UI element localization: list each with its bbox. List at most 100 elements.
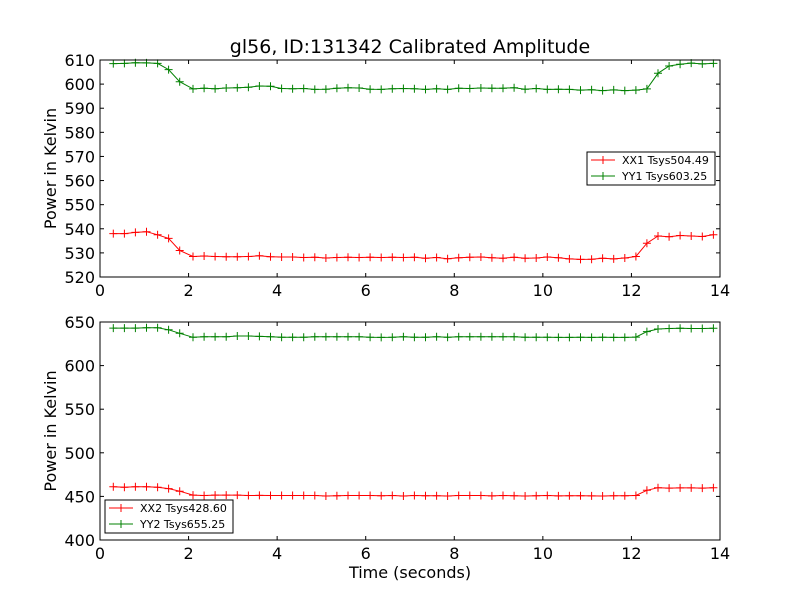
data-point — [432, 332, 441, 341]
data-point — [421, 491, 430, 500]
y-tick-label: 550 — [64, 400, 95, 419]
data-point — [432, 491, 441, 500]
data-point — [344, 253, 352, 262]
data-point — [277, 84, 286, 93]
data-point — [332, 253, 341, 262]
data-point — [131, 324, 140, 333]
data-point — [244, 332, 253, 340]
data-point — [189, 84, 197, 93]
y-tick-label: 540 — [64, 220, 95, 239]
data-point — [366, 333, 375, 342]
data-point — [222, 332, 231, 341]
data-point — [277, 253, 286, 261]
data-point — [211, 252, 220, 261]
data-point — [164, 65, 173, 74]
data-point — [565, 333, 574, 342]
y-tick-label: 600 — [64, 357, 95, 376]
data-point — [164, 325, 173, 334]
data-point — [521, 85, 530, 94]
data-point — [355, 332, 364, 341]
data-point — [687, 324, 696, 333]
data-point — [554, 253, 563, 262]
data-point — [654, 232, 662, 240]
data-point — [233, 491, 242, 500]
data-point — [654, 69, 662, 78]
data-point — [421, 333, 430, 342]
data-point — [344, 491, 352, 500]
data-point — [443, 85, 452, 94]
data-point — [454, 332, 463, 341]
data-point — [120, 483, 129, 492]
data-point — [642, 84, 651, 93]
data-point — [366, 491, 375, 500]
data-point — [476, 253, 485, 261]
data-point — [175, 246, 184, 255]
data-point — [454, 84, 463, 93]
data-point — [131, 228, 140, 237]
data-point — [499, 491, 507, 500]
axes-frame-bottom — [99, 321, 721, 541]
data-point — [543, 491, 552, 500]
data-point — [355, 491, 364, 500]
ticks-top: 0 2 4 6 8 10 12 14 520 530 540 550 560 570 580 590 600 61… — [64, 51, 730, 300]
data-point — [631, 86, 640, 95]
data-point — [321, 85, 330, 94]
data-point — [709, 230, 718, 239]
data-point — [421, 254, 430, 263]
x-tick-label: 10 — [533, 281, 553, 300]
data-point — [454, 253, 463, 262]
data-point — [244, 83, 253, 92]
data-point — [642, 486, 651, 495]
data-point — [388, 253, 397, 262]
legend-marker-yy1 — [599, 172, 607, 180]
plot-area-bottom — [109, 323, 718, 500]
data-point — [164, 484, 173, 493]
data-point — [153, 323, 162, 332]
legend-bottom: XX2 Tsys428.60 YY2 Tsys655.25 — [104, 499, 234, 534]
legend-label-yy2: YY2 Tsys655.25 — [139, 518, 225, 531]
data-point — [321, 254, 330, 262]
data-point — [565, 85, 574, 94]
x-tick-label: 2 — [183, 281, 193, 300]
x-tick-label: 2 — [183, 544, 193, 563]
y-tick-label: 400 — [64, 531, 95, 550]
data-point — [510, 83, 519, 92]
y-tick-label: 590 — [64, 99, 95, 118]
data-point — [609, 333, 618, 342]
data-point — [709, 59, 718, 68]
data-point — [476, 491, 485, 500]
data-point — [598, 333, 607, 342]
data-point — [410, 333, 419, 342]
data-point — [109, 482, 118, 491]
data-point — [377, 253, 386, 262]
data-point — [200, 252, 209, 260]
data-point — [200, 491, 209, 500]
data-point — [277, 491, 286, 500]
data-point — [200, 84, 209, 93]
data-point — [299, 84, 308, 93]
data-point — [355, 253, 364, 262]
data-point — [410, 253, 419, 262]
data-point — [609, 85, 618, 94]
data-point — [510, 253, 519, 262]
data-point — [598, 254, 607, 263]
data-point — [131, 482, 140, 491]
data-point — [222, 491, 231, 500]
data-point — [288, 491, 297, 500]
data-point — [255, 491, 264, 500]
data-point — [587, 333, 596, 342]
data-point — [410, 491, 419, 500]
chart-title: gl56, ID:131342 Calibrated Amplitude — [230, 36, 590, 58]
data-point — [366, 85, 375, 94]
data-point — [587, 255, 596, 264]
ylabel-bottom: Power in Kelvin — [41, 370, 60, 491]
x-tick-label: 12 — [621, 544, 641, 563]
data-point — [676, 60, 685, 69]
data-point — [321, 492, 330, 500]
data-point — [120, 59, 129, 68]
data-point — [288, 84, 297, 93]
data-point — [332, 332, 341, 341]
data-point — [443, 333, 452, 342]
data-point — [576, 333, 585, 342]
